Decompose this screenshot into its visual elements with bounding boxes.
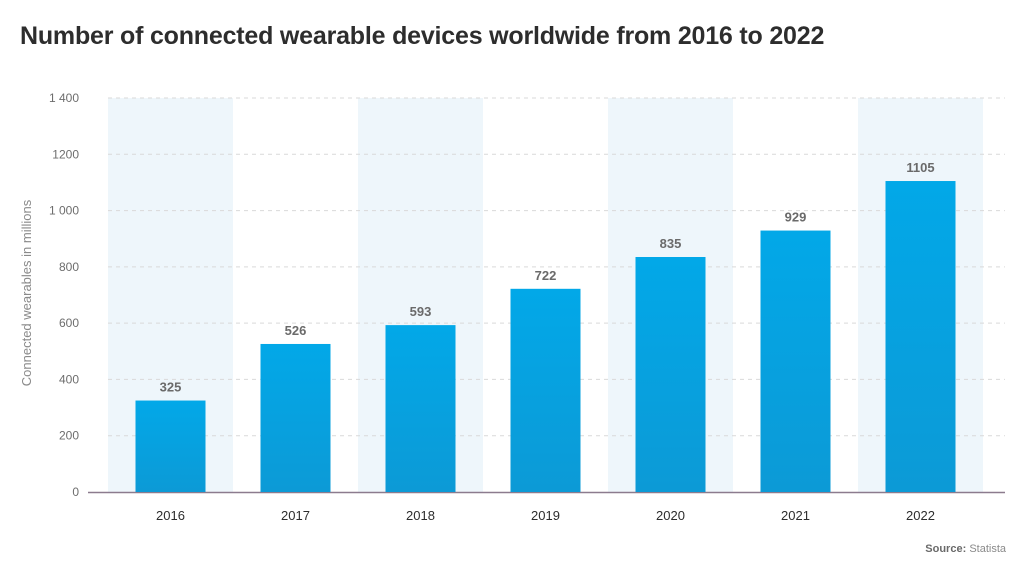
chart-title: Number of connected wearable devices wor… (20, 22, 825, 50)
bar-2019 (510, 288, 581, 492)
x-tick-label-2019: 2019 (531, 508, 560, 523)
bar-2018 (385, 325, 456, 492)
value-label-2019: 722 (535, 268, 557, 283)
value-label-2017: 526 (285, 323, 307, 338)
y-tick-label-1400: 1 400 (49, 91, 79, 105)
value-label-2016: 325 (160, 380, 182, 395)
y-tick-label-600: 600 (59, 316, 79, 330)
y-tick-label-800: 800 (59, 260, 79, 274)
x-tick-label-2017: 2017 (281, 508, 310, 523)
x-tick-label-2020: 2020 (656, 508, 685, 523)
source-label: Source: (925, 543, 967, 555)
source-line: Source: Statista (925, 543, 1006, 555)
bar-2020 (635, 257, 706, 492)
x-tick-label-2016: 2016 (156, 508, 185, 523)
y-tick-label-0: 0 (72, 485, 79, 499)
y-tick-label-1000: 1 000 (49, 204, 79, 218)
source-value: Statista (969, 543, 1006, 555)
bar-2017 (260, 343, 331, 492)
y-tick-label-400: 400 (59, 372, 79, 386)
bar-2016 (135, 400, 206, 492)
value-label-2022: 1105 (906, 160, 934, 175)
value-label-2018: 593 (410, 304, 432, 319)
y-tick-label-1200: 1200 (52, 147, 79, 161)
bar-2022 (885, 181, 956, 492)
labels: 0 200 400 600 800 1 000 1200 1 400 325 2016 526 201… (49, 91, 935, 523)
bar-2021 (760, 230, 831, 492)
x-tick-label-2022: 2022 (906, 508, 935, 523)
value-label-2020: 835 (660, 236, 682, 251)
y-axis-title: Connected wearables in millions (19, 199, 34, 386)
bars (135, 181, 956, 492)
x-tick-label-2018: 2018 (406, 508, 435, 523)
x-tick-label-2021: 2021 (781, 508, 810, 523)
y-tick-label-200: 200 (59, 429, 79, 443)
value-label-2021: 929 (785, 210, 807, 225)
